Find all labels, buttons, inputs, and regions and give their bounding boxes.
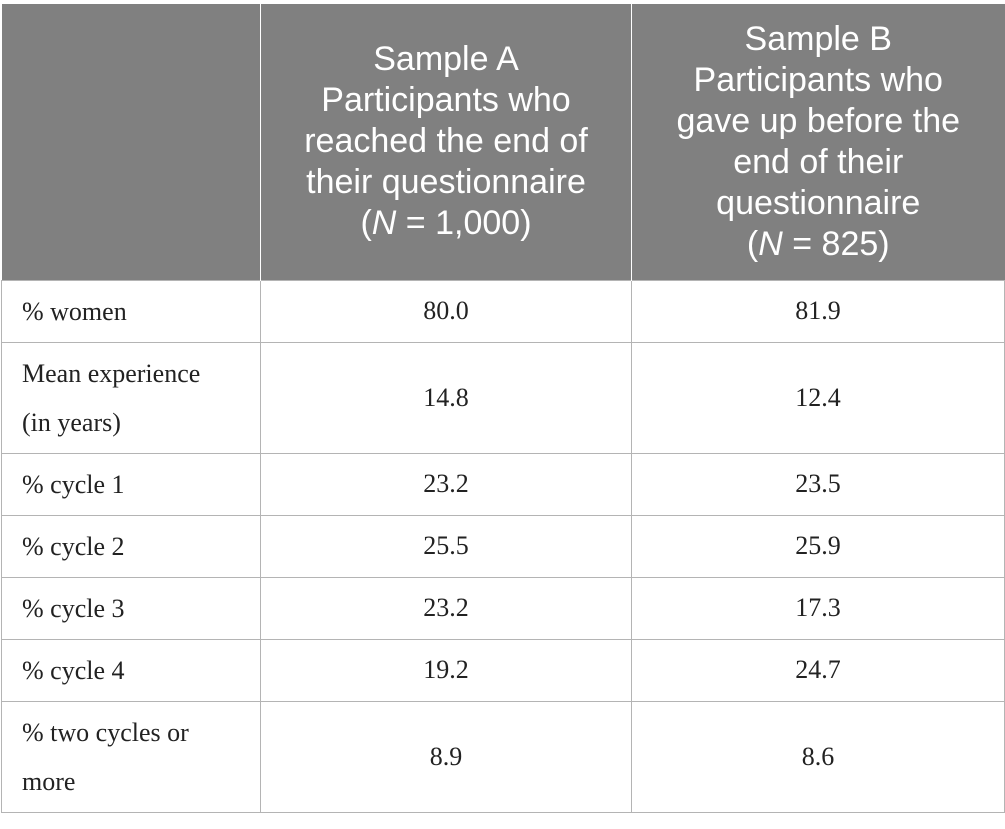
sample-b-value: 25.9 [631, 514, 1005, 578]
row-label-text-line2: (in years) [22, 407, 121, 437]
row-label-text: % cycle 4 [22, 655, 125, 685]
row-label: % women [1, 279, 261, 343]
table-row-experience: Mean experience (in years) 14.8 12.4 [1, 341, 1005, 454]
table-row-cycle-1: % cycle 1 23.2 23.5 [1, 452, 1005, 516]
header-sample-b-n-symbol: N [758, 224, 783, 263]
table-row-cycle-2: % cycle 2 25.5 25.9 [1, 514, 1005, 578]
header-sample-a-n-symbol: N [371, 204, 397, 243]
sample-a-value: 14.8 [260, 341, 632, 454]
row-label-text: % cycle 2 [22, 531, 125, 561]
row-label: Mean experience (in years) [1, 341, 261, 454]
row-label-text: % two cycles or [22, 717, 189, 747]
header-sample-a: Sample A Participants who reached the en… [260, 4, 632, 280]
table-row-cycle-3: % cycle 3 23.2 17.3 [1, 576, 1005, 640]
header-sample-b-line4: end of their [733, 142, 904, 181]
sample-b-value: 23.5 [631, 452, 1005, 516]
row-label: % two cycles or more [1, 700, 261, 813]
sample-a-value: 25.5 [260, 514, 632, 578]
header-sample-b-line5: questionnaire [716, 183, 921, 222]
header-sample-a-line1: Sample A [373, 40, 519, 79]
header-sample-a-line4: their questionnaire [306, 163, 586, 202]
sample-b-value: 17.3 [631, 576, 1005, 640]
header-sample-b: Sample B Participants who gave up before… [631, 4, 1005, 280]
header-sample-b-line3: gave up before the [676, 101, 961, 140]
table-row-two-cycles: % two cycles or more 8.9 8.6 [1, 700, 1005, 813]
sample-a-value: 23.2 [260, 452, 632, 516]
table-header: Sample A Participants who reached the en… [1, 4, 1005, 280]
sample-a-value: 23.2 [260, 576, 632, 640]
row-label: % cycle 2 [1, 514, 261, 578]
header-sample-b-n: (N = 825) [642, 224, 995, 265]
header-sample-b-line2: Participants who [693, 60, 943, 99]
row-label-text: % women [22, 296, 127, 326]
table-row-women: % women 80.0 81.9 [1, 279, 1005, 343]
header-sample-b-n-value: = 825) [782, 224, 890, 263]
sample-a-value: 80.0 [260, 279, 632, 343]
sample-a-value: 8.9 [260, 700, 632, 813]
header-empty-cell [1, 4, 261, 280]
row-label-text: % cycle 1 [22, 469, 125, 499]
sample-b-value: 12.4 [631, 341, 1005, 454]
header-sample-a-line2: Participants who [321, 81, 571, 120]
comparison-table: Sample A Participants who reached the en… [1, 4, 1005, 813]
table-row-cycle-4: % cycle 4 19.2 24.7 [1, 638, 1005, 702]
header-row: Sample A Participants who reached the en… [1, 4, 1005, 280]
sample-b-value: 81.9 [631, 279, 1005, 343]
header-sample-a-line3: reached the end of [304, 122, 588, 161]
row-label: % cycle 4 [1, 638, 261, 702]
row-label: % cycle 3 [1, 576, 261, 640]
row-label-text-line2: more [22, 766, 76, 796]
sample-b-value: 24.7 [631, 638, 1005, 702]
sample-b-value: 8.6 [631, 700, 1005, 813]
header-sample-a-n: (N = 1,000) [271, 203, 621, 244]
sample-a-value: 19.2 [260, 638, 632, 702]
header-sample-b-line1: Sample B [744, 19, 892, 58]
header-sample-a-n-open: ( [360, 204, 372, 243]
row-label-text: Mean experience [22, 358, 201, 388]
table-body: % women 80.0 81.9 Mean experience (in yea… [1, 279, 1005, 813]
row-label: % cycle 1 [1, 452, 261, 516]
header-sample-a-n-value: = 1,000) [396, 204, 532, 243]
row-label-text: % cycle 3 [22, 593, 125, 623]
header-sample-b-n-open: ( [746, 224, 759, 263]
